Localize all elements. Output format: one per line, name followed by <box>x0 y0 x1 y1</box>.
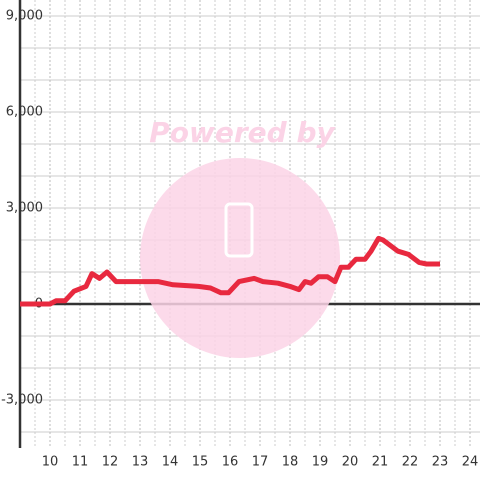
plot: 10 11 12 13 14 15 16 17 18 19 20 21 22 23 24-3,00003,0… <box>1 0 478 470</box>
x-tick-label: 23 <box>432 455 449 470</box>
x-tick-label: 13 <box>132 455 149 470</box>
y-tick-label: 6,000 <box>6 105 43 120</box>
x-tick-label: 16 <box>222 455 239 470</box>
data-line <box>20 235 440 307</box>
watermark-icon <box>224 202 254 258</box>
x-tick-label: 18 <box>282 455 299 470</box>
x-tick-label: 12 <box>102 455 119 470</box>
x-tick-label: 22 <box>402 455 419 470</box>
watermark-logo <box>140 158 340 358</box>
y-tick-label: 3,000 <box>6 201 43 216</box>
x-tick-label: 20 <box>342 455 359 470</box>
x-tick-label: 17 <box>252 455 269 470</box>
watermark-text: Powered by <box>149 116 336 149</box>
x-tick-label: 14 <box>162 455 179 470</box>
x-tick-label: 24 <box>462 455 479 470</box>
x-tick-label: 21 <box>372 455 389 470</box>
x-tick-label: 11 <box>72 455 89 470</box>
y-tick-label: 9,000 <box>6 9 43 24</box>
x-tick-label: 19 <box>312 455 329 470</box>
y-tick-label: -3,000 <box>1 393 43 408</box>
x-tick-label: 15 <box>192 455 209 470</box>
x-tick-label: 10 <box>42 455 59 470</box>
